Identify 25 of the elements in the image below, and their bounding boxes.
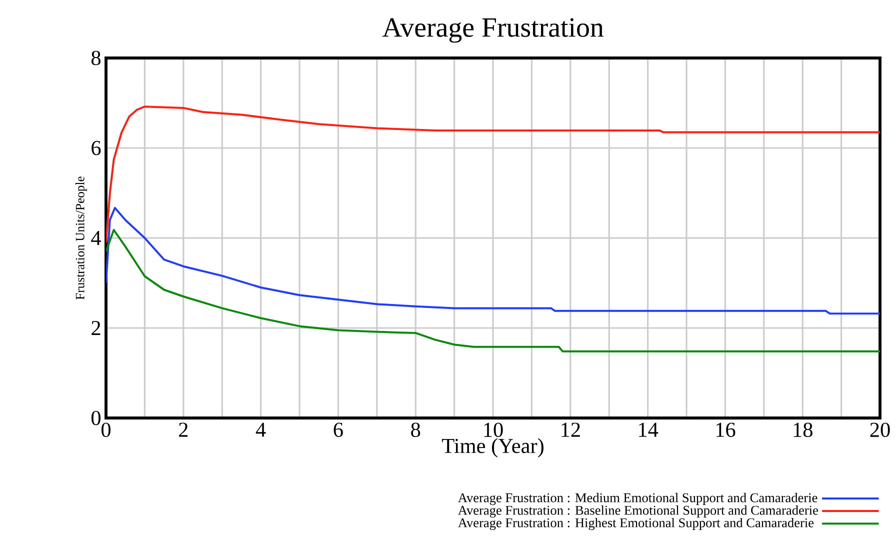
x-tick-label: 10 xyxy=(484,422,503,438)
legend-label: Average Frustration : Baseline Emotional Support and Camaraderie xyxy=(458,505,818,518)
x-tick-label: 6 xyxy=(334,422,343,437)
line-series xyxy=(106,106,880,244)
x-axis-title: Time (Year) xyxy=(442,438,544,458)
y-axis-title: Frustration Units/People xyxy=(75,176,87,300)
legend-label: Average Frustration : Highest Emotional Support and Camaraderie xyxy=(458,518,814,530)
legend-label: Average Frustration : Medium Emotional Support and Camaraderie xyxy=(458,492,818,506)
x-tick-label: 14 xyxy=(639,422,658,437)
x-tick-label: 18 xyxy=(794,422,812,438)
x-tick-label: 2 xyxy=(179,422,188,437)
chart-title: Average Frustration xyxy=(382,18,604,43)
x-tick-label: 16 xyxy=(716,422,736,437)
y-tick-label: 6 xyxy=(92,140,101,156)
line-series xyxy=(106,228,880,352)
x-tick-label: 4 xyxy=(256,422,266,437)
y-tick-label: 8 xyxy=(92,50,100,66)
line-series xyxy=(106,206,880,315)
y-tick-label: 2 xyxy=(92,320,100,336)
y-tick-label: 0 xyxy=(92,410,100,426)
x-tick-label: 20 xyxy=(870,422,890,438)
y-tick-label: 4 xyxy=(91,231,101,245)
x-tick-label: 8 xyxy=(411,422,420,438)
x-tick-label: 12 xyxy=(562,422,580,437)
x-tick-label: 0 xyxy=(102,422,111,438)
